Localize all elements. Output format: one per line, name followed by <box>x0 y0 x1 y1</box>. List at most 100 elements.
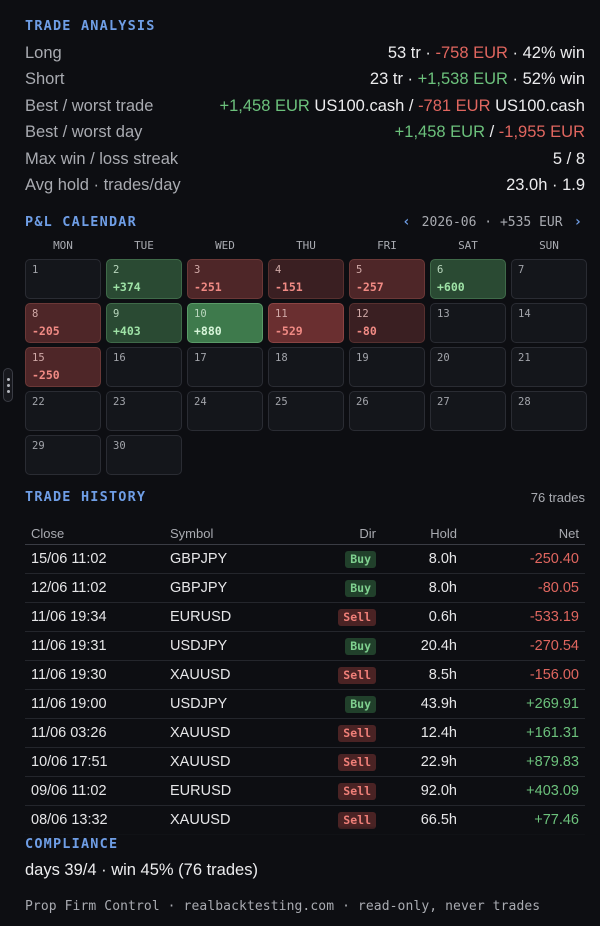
day-number: 2 <box>113 264 120 276</box>
best-worst-day-row: Best / worst day +1,458 EUR / -1,955 EUR <box>25 120 585 147</box>
calendar-day-13[interactable]: 13 <box>430 303 506 343</box>
trade-close-time: 11/06 19:00 <box>31 696 107 712</box>
calendar-day-29[interactable]: 29 <box>25 435 101 475</box>
trade-net: +269.91 <box>526 696 579 712</box>
calendar-day-15[interactable]: 15 -250 <box>25 347 101 387</box>
streak-row: Max win / loss streak 5 / 8 <box>25 146 585 173</box>
trade-direction: Sell <box>307 811 376 829</box>
trade-hold: 22.9h <box>420 754 457 770</box>
trade-direction: Sell <box>307 753 376 771</box>
day-number: 26 <box>356 396 369 408</box>
day-number: 29 <box>32 440 45 452</box>
calendar-day-20[interactable]: 20 <box>430 347 506 387</box>
calendar-day-11[interactable]: 11 -529 <box>268 303 344 343</box>
long-row: Long 53 tr · -758 EUR · 42% win <box>25 40 585 67</box>
day-number: 21 <box>518 352 531 364</box>
calendar-day-5[interactable]: 5 -257 <box>349 259 425 299</box>
trade-history-section: TRADE HISTORY 76 trades Close Symbol Dir… <box>25 488 585 836</box>
day-pnl: +880 <box>194 324 222 338</box>
calendar-day-10[interactable]: 10 +880 <box>187 303 263 343</box>
day-number: 25 <box>275 396 288 408</box>
panel-resize-handle[interactable] <box>3 368 13 402</box>
direction-badge: Sell <box>338 782 376 800</box>
day-number: 11 <box>275 308 288 320</box>
trade-net: +77.46 <box>534 812 579 828</box>
calendar-day-17[interactable]: 17 <box>187 347 263 387</box>
trade-net: -250.40 <box>529 551 579 567</box>
weekday-label: SUN <box>539 239 559 252</box>
calendar-day-21[interactable]: 21 <box>511 347 587 387</box>
calendar-day-8[interactable]: 8 -205 <box>25 303 101 343</box>
calendar-day-7[interactable]: 7 <box>511 259 587 299</box>
calendar-day-4[interactable]: 4 -151 <box>268 259 344 299</box>
calendar-day-23[interactable]: 23 <box>106 391 182 431</box>
calendar-day-16[interactable]: 16 <box>106 347 182 387</box>
table-row[interactable]: 12/06 11:02 GBPJPY Buy 8.0h -80.05 <box>25 574 585 603</box>
long-label: Long <box>25 43 62 62</box>
calendar-day-26[interactable]: 26 <box>349 391 425 431</box>
day-number: 23 <box>113 396 126 408</box>
calendar-day-2[interactable]: 2 +374 <box>106 259 182 299</box>
weekday-label: TUE <box>134 239 154 252</box>
trade-symbol: USDJPY <box>170 696 228 712</box>
day-number: 10 <box>194 308 207 320</box>
pnl-calendar-section: P&L CALENDAR ‹ 2026-06 · +535 EUR › MON T… <box>25 213 587 475</box>
chevron-right-icon[interactable]: › <box>573 214 582 230</box>
day-number: 1 <box>32 264 39 276</box>
calendar-day-9[interactable]: 9 +403 <box>106 303 182 343</box>
calendar-day-18[interactable]: 18 <box>268 347 344 387</box>
table-row[interactable]: 09/06 11:02 EURUSD Sell 92.0h +403.09 <box>25 777 585 806</box>
trade-net: -270.54 <box>529 638 579 654</box>
day-pnl: -151 <box>275 280 303 294</box>
direction-badge: Buy <box>345 550 376 568</box>
column-close: Close <box>31 525 65 541</box>
day-pnl: +600 <box>437 280 465 294</box>
trade-direction: Sell <box>307 724 376 742</box>
column-dir: Dir <box>359 525 376 541</box>
calendar-day-30[interactable]: 30 <box>106 435 182 475</box>
calendar-day-22[interactable]: 22 <box>25 391 101 431</box>
table-row[interactable]: 15/06 11:02 GBPJPY Buy 8.0h -250.40 <box>25 545 585 574</box>
calendar-day-6[interactable]: 6 +600 <box>430 259 506 299</box>
table-row[interactable]: 10/06 17:51 XAUUSD Sell 22.9h +879.83 <box>25 748 585 777</box>
best-worst-trade-label: Best / worst trade <box>25 96 154 115</box>
trade-close-time: 11/06 03:26 <box>31 725 107 741</box>
calendar-day-28[interactable]: 28 <box>511 391 587 431</box>
table-body: 15/06 11:02 GBPJPY Buy 8.0h -250.40 12/06 11:… <box>25 545 585 835</box>
table-row[interactable]: 11/06 19:30 XAUUSD Sell 8.5h -156.00 <box>25 661 585 690</box>
table-row[interactable]: 11/06 19:00 USDJPY Buy 43.9h +269.91 <box>25 690 585 719</box>
streak-label: Max win / loss streak <box>25 149 179 168</box>
chevron-left-icon[interactable]: ‹ <box>402 214 411 230</box>
trade-net: -156.00 <box>529 667 579 683</box>
table-row[interactable]: 11/06 03:26 XAUUSD Sell 12.4h +161.31 <box>25 719 585 748</box>
hold-value: 23.0h · 1.9 <box>506 176 585 195</box>
trade-symbol: GBPJPY <box>170 551 228 567</box>
day-number: 16 <box>113 352 126 364</box>
trade-net: +879.83 <box>526 754 579 770</box>
day-number: 22 <box>32 396 45 408</box>
direction-badge: Sell <box>338 811 376 829</box>
compliance-title: COMPLIANCE <box>25 836 119 852</box>
trade-close-time: 15/06 11:02 <box>31 551 107 567</box>
calendar-day-3[interactable]: 3 -251 <box>187 259 263 299</box>
table-row[interactable]: 11/06 19:31 USDJPY Buy 20.4h -270.54 <box>25 632 585 661</box>
weekday-header: MON TUE WED THU FRI SAT SUN <box>25 236 585 255</box>
direction-badge: Sell <box>338 608 376 626</box>
calendar-day-24[interactable]: 24 <box>187 391 263 431</box>
day-number: 19 <box>356 352 369 364</box>
short-label: Short <box>25 70 65 89</box>
direction-badge: Sell <box>338 724 376 742</box>
trade-close-time: 09/06 11:02 <box>31 783 107 799</box>
calendar-day-1[interactable]: 1 <box>25 259 101 299</box>
table-row[interactable]: 11/06 19:34 EURUSD Sell 0.6h -533.19 <box>25 603 585 632</box>
calendar-day-12[interactable]: 12 -80 <box>349 303 425 343</box>
day-number: 7 <box>518 264 525 276</box>
trade-hold: 8.5h <box>428 667 457 683</box>
trade-symbol: XAUUSD <box>170 725 231 741</box>
calendar-day-14[interactable]: 14 <box>511 303 587 343</box>
grip-dot <box>7 384 10 387</box>
calendar-day-25[interactable]: 25 <box>268 391 344 431</box>
calendar-day-27[interactable]: 27 <box>430 391 506 431</box>
calendar-day-19[interactable]: 19 <box>349 347 425 387</box>
trade-history-table[interactable]: Close Symbol Dir Hold Net 15/06 11:02 GBP… <box>25 522 585 836</box>
